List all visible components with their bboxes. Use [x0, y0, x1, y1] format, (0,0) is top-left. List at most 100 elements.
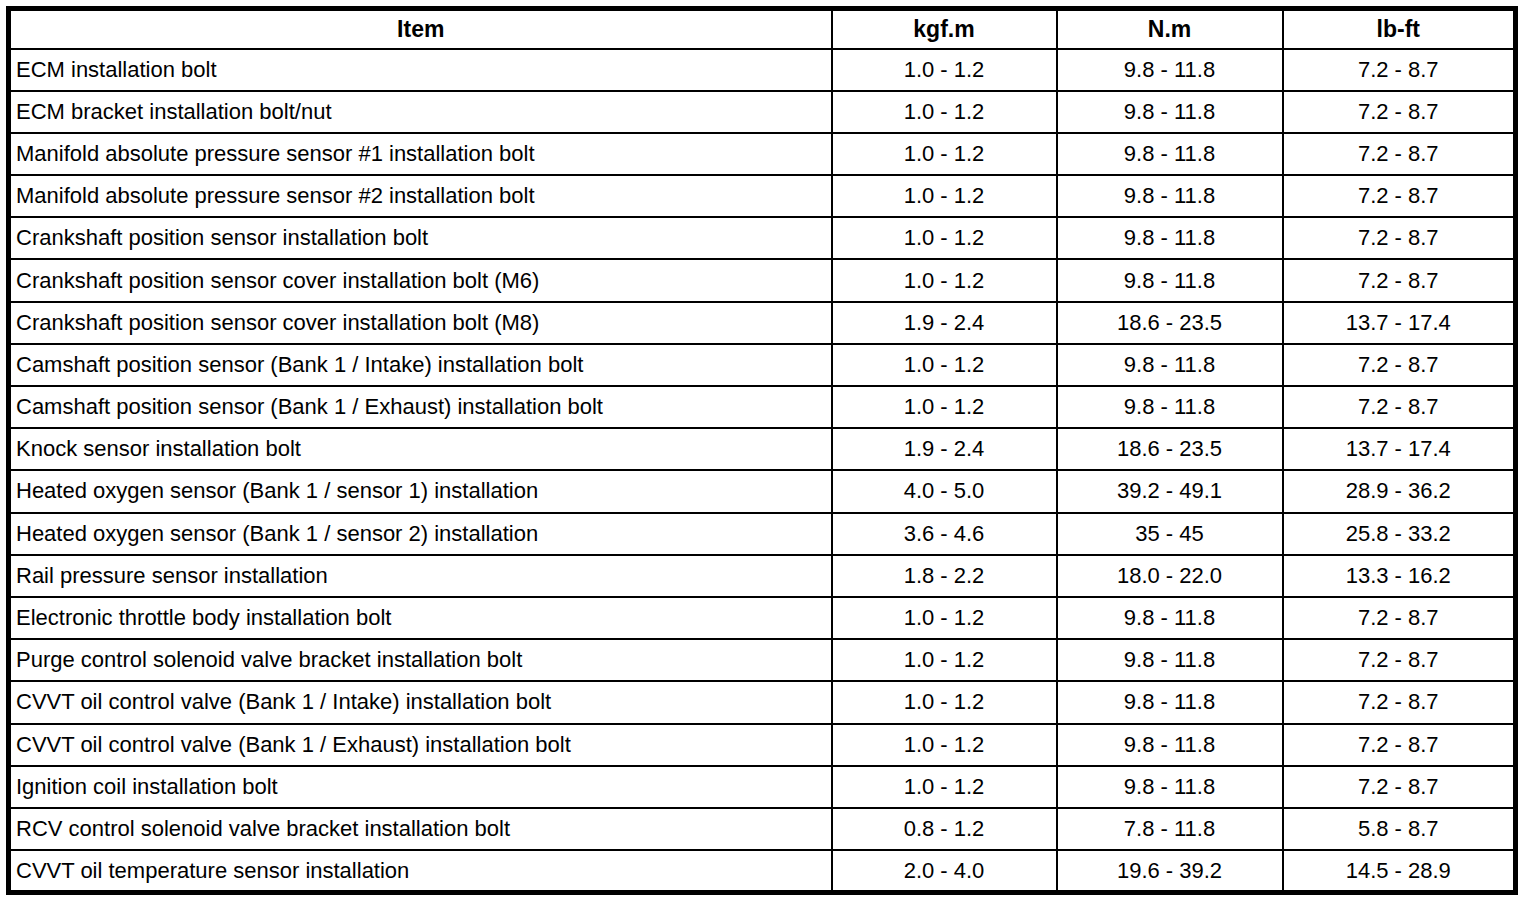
table-row: Purge control solenoid valve bracket ins…	[9, 639, 1516, 681]
kgfm-value-cell: 1.0 - 1.2	[832, 259, 1057, 301]
lbft-value-cell: 13.7 - 17.4	[1283, 428, 1516, 470]
nm-value-cell: 9.8 - 11.8	[1057, 259, 1283, 301]
kgfm-value-cell: 1.0 - 1.2	[832, 639, 1057, 681]
nm-value-cell: 18.0 - 22.0	[1057, 555, 1283, 597]
item-cell: Crankshaft position sensor installation …	[9, 217, 832, 259]
kgfm-value-cell: 1.0 - 1.2	[832, 133, 1057, 175]
lbft-value-cell: 7.2 - 8.7	[1283, 217, 1516, 259]
kgfm-value-cell: 1.0 - 1.2	[832, 724, 1057, 766]
nm-value-cell: 9.8 - 11.8	[1057, 344, 1283, 386]
item-cell: Rail pressure sensor installation	[9, 555, 832, 597]
table-row: Manifold absolute pressure sensor #2 ins…	[9, 175, 1516, 217]
lbft-value-cell: 7.2 - 8.7	[1283, 597, 1516, 639]
table-row: Ignition coil installation bolt 1.0 - 1.…	[9, 766, 1516, 808]
table-header: Item kgf.m N.m lb-ft	[9, 9, 1516, 49]
nm-value-cell: 9.8 - 11.8	[1057, 724, 1283, 766]
nm-value-cell: 18.6 - 23.5	[1057, 302, 1283, 344]
nm-value-cell: 19.6 - 39.2	[1057, 850, 1283, 892]
lbft-value-cell: 7.2 - 8.7	[1283, 386, 1516, 428]
nm-value-cell: 7.8 - 11.8	[1057, 808, 1283, 850]
item-cell: ECM installation bolt	[9, 49, 832, 91]
nm-value-cell: 9.8 - 11.8	[1057, 597, 1283, 639]
table-row: CVVT oil temperature sensor installation…	[9, 850, 1516, 892]
nm-value-cell: 9.8 - 11.8	[1057, 639, 1283, 681]
kgfm-value-cell: 1.9 - 2.4	[832, 302, 1057, 344]
kgfm-value-cell: 1.0 - 1.2	[832, 217, 1057, 259]
table-row: Knock sensor installation bolt 1.9 - 2.4…	[9, 428, 1516, 470]
table-row: Manifold absolute pressure sensor #1 ins…	[9, 133, 1516, 175]
table-row: CVVT oil control valve (Bank 1 / Exhaust…	[9, 724, 1516, 766]
nm-value-cell: 9.8 - 11.8	[1057, 766, 1283, 808]
item-cell: CVVT oil control valve (Bank 1 / Exhaust…	[9, 724, 832, 766]
lbft-value-cell: 25.8 - 33.2	[1283, 513, 1516, 555]
nm-value-cell: 9.8 - 11.8	[1057, 175, 1283, 217]
item-cell: Crankshaft position sensor cover install…	[9, 302, 832, 344]
table-row: CVVT oil control valve (Bank 1 / Intake)…	[9, 681, 1516, 723]
lbft-value-cell: 7.2 - 8.7	[1283, 49, 1516, 91]
item-cell: RCV control solenoid valve bracket insta…	[9, 808, 832, 850]
table-row: Camshaft position sensor (Bank 1 / Exhau…	[9, 386, 1516, 428]
table-row: Electronic throttle body installation bo…	[9, 597, 1516, 639]
item-cell: CVVT oil temperature sensor installation	[9, 850, 832, 892]
column-header-nm: N.m	[1057, 9, 1283, 49]
table-row: Heated oxygen sensor (Bank 1 / sensor 1)…	[9, 470, 1516, 512]
kgfm-value-cell: 0.8 - 1.2	[832, 808, 1057, 850]
column-header-lbft: lb-ft	[1283, 9, 1516, 49]
table-row: Crankshaft position sensor installation …	[9, 217, 1516, 259]
item-cell: Purge control solenoid valve bracket ins…	[9, 639, 832, 681]
item-cell: Manifold absolute pressure sensor #1 ins…	[9, 133, 832, 175]
table-row: Camshaft position sensor (Bank 1 / Intak…	[9, 344, 1516, 386]
table-row: Rail pressure sensor installation 1.8 - …	[9, 555, 1516, 597]
lbft-value-cell: 7.2 - 8.7	[1283, 133, 1516, 175]
table-row: Crankshaft position sensor cover install…	[9, 259, 1516, 301]
table-row: Heated oxygen sensor (Bank 1 / sensor 2)…	[9, 513, 1516, 555]
header-row: Item kgf.m N.m lb-ft	[9, 9, 1516, 49]
lbft-value-cell: 7.2 - 8.7	[1283, 639, 1516, 681]
kgfm-value-cell: 1.0 - 1.2	[832, 175, 1057, 217]
kgfm-value-cell: 1.0 - 1.2	[832, 681, 1057, 723]
item-cell: CVVT oil control valve (Bank 1 / Intake)…	[9, 681, 832, 723]
kgfm-value-cell: 3.6 - 4.6	[832, 513, 1057, 555]
nm-value-cell: 9.8 - 11.8	[1057, 133, 1283, 175]
lbft-value-cell: 7.2 - 8.7	[1283, 344, 1516, 386]
lbft-value-cell: 14.5 - 28.9	[1283, 850, 1516, 892]
item-cell: ECM bracket installation bolt/nut	[9, 91, 832, 133]
nm-value-cell: 9.8 - 11.8	[1057, 681, 1283, 723]
item-cell: Crankshaft position sensor cover install…	[9, 259, 832, 301]
nm-value-cell: 18.6 - 23.5	[1057, 428, 1283, 470]
kgfm-value-cell: 1.9 - 2.4	[832, 428, 1057, 470]
table-row: Crankshaft position sensor cover install…	[9, 302, 1516, 344]
kgfm-value-cell: 1.0 - 1.2	[832, 386, 1057, 428]
kgfm-value-cell: 2.0 - 4.0	[832, 850, 1057, 892]
lbft-value-cell: 7.2 - 8.7	[1283, 766, 1516, 808]
kgfm-value-cell: 1.0 - 1.2	[832, 49, 1057, 91]
nm-value-cell: 9.8 - 11.8	[1057, 49, 1283, 91]
lbft-value-cell: 7.2 - 8.7	[1283, 259, 1516, 301]
nm-value-cell: 35 - 45	[1057, 513, 1283, 555]
kgfm-value-cell: 1.8 - 2.2	[832, 555, 1057, 597]
kgfm-value-cell: 4.0 - 5.0	[832, 470, 1057, 512]
nm-value-cell: 9.8 - 11.8	[1057, 217, 1283, 259]
lbft-value-cell: 7.2 - 8.7	[1283, 91, 1516, 133]
kgfm-value-cell: 1.0 - 1.2	[832, 766, 1057, 808]
kgfm-value-cell: 1.0 - 1.2	[832, 597, 1057, 639]
nm-value-cell: 9.8 - 11.8	[1057, 386, 1283, 428]
lbft-value-cell: 13.7 - 17.4	[1283, 302, 1516, 344]
torque-spec-table: Item kgf.m N.m lb-ft ECM installation bo…	[6, 6, 1518, 895]
table-row: RCV control solenoid valve bracket insta…	[9, 808, 1516, 850]
item-cell: Knock sensor installation bolt	[9, 428, 832, 470]
table-row: ECM installation bolt 1.0 - 1.2 9.8 - 11…	[9, 49, 1516, 91]
table-body: ECM installation bolt 1.0 - 1.2 9.8 - 11…	[9, 49, 1516, 893]
item-cell: Heated oxygen sensor (Bank 1 / sensor 1)…	[9, 470, 832, 512]
item-cell: Electronic throttle body installation bo…	[9, 597, 832, 639]
table-row: ECM bracket installation bolt/nut 1.0 - …	[9, 91, 1516, 133]
lbft-value-cell: 13.3 - 16.2	[1283, 555, 1516, 597]
item-cell: Manifold absolute pressure sensor #2 ins…	[9, 175, 832, 217]
lbft-value-cell: 28.9 - 36.2	[1283, 470, 1516, 512]
column-header-item: Item	[9, 9, 832, 49]
lbft-value-cell: 7.2 - 8.7	[1283, 681, 1516, 723]
column-header-kgfm: kgf.m	[832, 9, 1057, 49]
nm-value-cell: 39.2 - 49.1	[1057, 470, 1283, 512]
item-cell: Heated oxygen sensor (Bank 1 / sensor 2)…	[9, 513, 832, 555]
nm-value-cell: 9.8 - 11.8	[1057, 91, 1283, 133]
